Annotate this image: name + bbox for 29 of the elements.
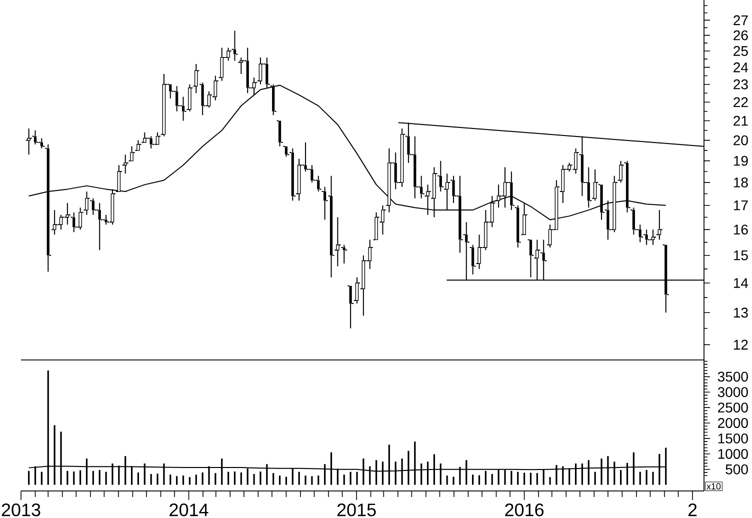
y-axis-title: x10 (706, 483, 721, 490)
y-tick-label: 26 (734, 30, 748, 40)
y-tick-label: 12 (734, 340, 748, 350)
y-tick-label: 17 (734, 200, 748, 210)
x-tick-label: 2016 (505, 504, 544, 516)
x-tick-label: 2014 (170, 504, 208, 516)
y-tick-label: 3000 (718, 387, 748, 398)
y-tick-label: 25 (734, 46, 748, 56)
y-tick-label: 22 (734, 97, 748, 108)
y-tick-label: 23 (734, 79, 748, 90)
y-tick-label: 16 (734, 224, 748, 235)
y-tick-label: 14 (734, 278, 748, 288)
y-tick-label: 500 (726, 464, 748, 474)
y-tick-label: 15 (734, 250, 748, 260)
y-tick-label: 18 (734, 177, 748, 188)
y-tick-label: 1000 (718, 448, 748, 459)
y-tick-label: 2500 (718, 402, 748, 413)
y-tick-label: 27 (734, 15, 748, 26)
x-tick-label: 2015 (337, 504, 376, 516)
y-tick-label: 20 (734, 135, 748, 146)
y-tick-label: 24 (734, 62, 748, 72)
x-tick-label: 2 (688, 504, 697, 516)
y-tick-label: 2000 (718, 418, 748, 428)
y-tick-label: 1500 (718, 433, 748, 444)
x-tick-label: 2013 (2, 504, 40, 516)
y-tick-label: 19 (734, 156, 748, 166)
y-tick-label: 3500 (718, 372, 748, 382)
y-tick-label: 21 (734, 116, 748, 126)
y-tick-label: 13 (734, 308, 748, 318)
